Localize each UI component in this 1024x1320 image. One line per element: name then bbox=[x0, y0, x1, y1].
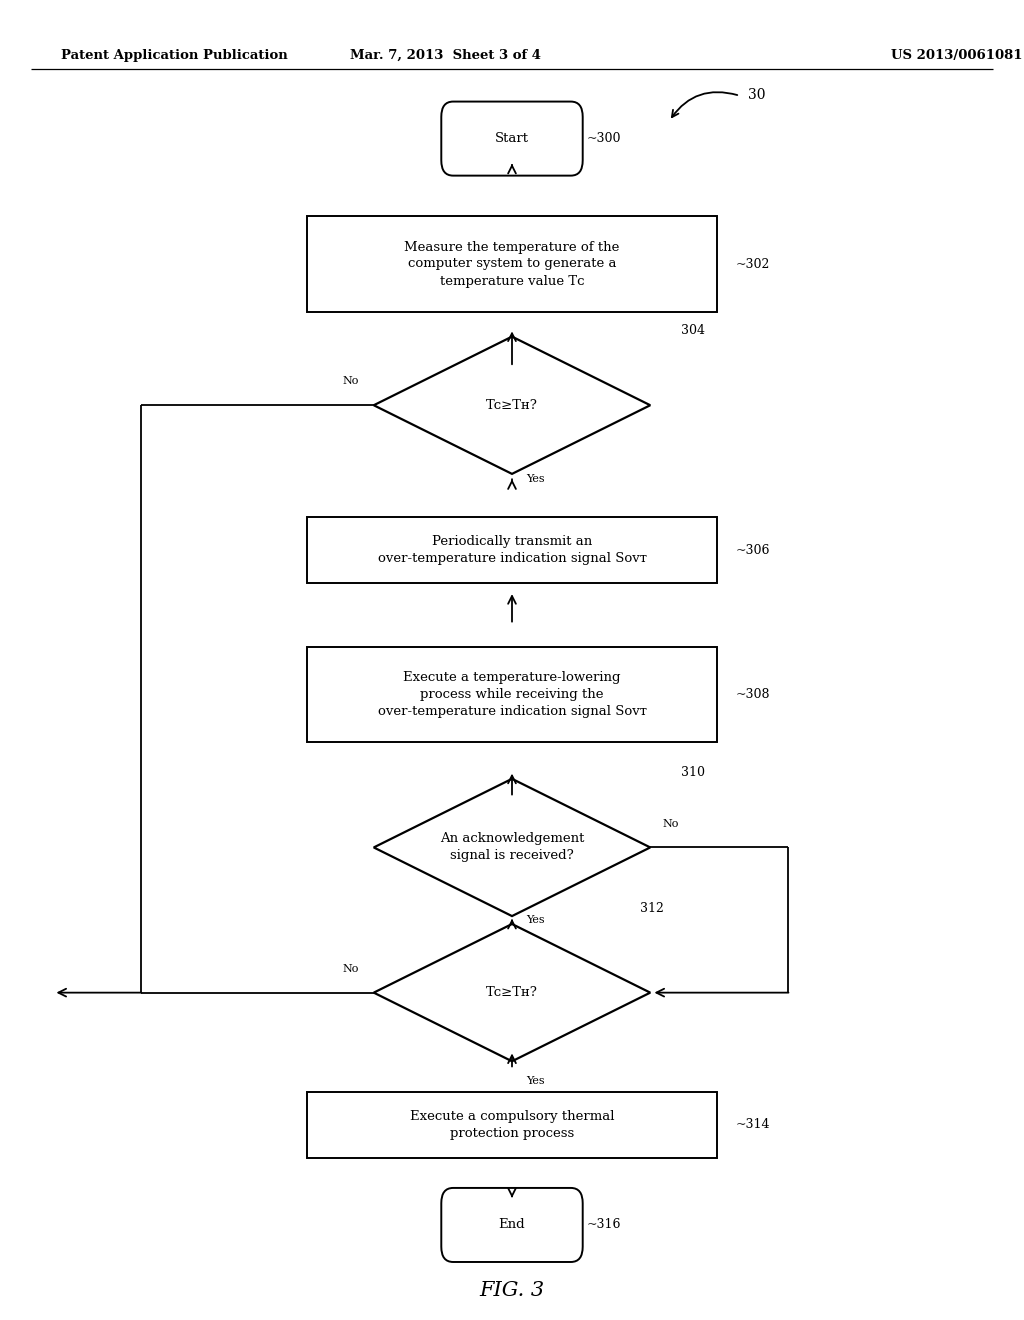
Bar bbox=[307, 1092, 717, 1158]
Text: End: End bbox=[499, 1218, 525, 1232]
Text: An acknowledgement
signal is received?: An acknowledgement signal is received? bbox=[440, 833, 584, 862]
Text: ~300: ~300 bbox=[586, 132, 621, 145]
Text: Measure the temperature of the
computer system to generate a
temperature value T: Measure the temperature of the computer … bbox=[404, 240, 620, 288]
Polygon shape bbox=[374, 779, 650, 916]
FancyBboxPatch shape bbox=[441, 1188, 583, 1262]
Text: Patent Application Publication: Patent Application Publication bbox=[61, 49, 288, 62]
Text: ~308: ~308 bbox=[735, 688, 770, 701]
Text: ~306: ~306 bbox=[735, 544, 770, 557]
Bar bbox=[307, 517, 717, 583]
Polygon shape bbox=[374, 924, 650, 1061]
Text: Yes: Yes bbox=[526, 474, 545, 484]
Text: No: No bbox=[342, 964, 358, 974]
Text: 312: 312 bbox=[640, 902, 664, 915]
Bar bbox=[307, 216, 717, 312]
Text: 30: 30 bbox=[748, 88, 765, 102]
Text: 304: 304 bbox=[681, 323, 705, 337]
Text: No: No bbox=[342, 376, 358, 387]
Text: ~302: ~302 bbox=[735, 257, 770, 271]
Text: Execute a temperature-lowering
process while receiving the
over-temperature indi: Execute a temperature-lowering process w… bbox=[378, 671, 646, 718]
Text: ~316: ~316 bbox=[586, 1218, 621, 1232]
Text: Execute a compulsory thermal
protection process: Execute a compulsory thermal protection … bbox=[410, 1110, 614, 1139]
Text: Periodically transmit an
over-temperature indication signal Sᴏᴠᴛ: Periodically transmit an over-temperatur… bbox=[378, 536, 646, 565]
Text: No: No bbox=[663, 818, 679, 829]
Text: Tᴄ≥Tʜ?: Tᴄ≥Tʜ? bbox=[486, 986, 538, 999]
Text: Yes: Yes bbox=[526, 1076, 545, 1086]
Bar bbox=[307, 647, 717, 742]
Text: 310: 310 bbox=[681, 766, 705, 779]
Text: US 2013/0061081 A1: US 2013/0061081 A1 bbox=[891, 49, 1024, 62]
Polygon shape bbox=[374, 337, 650, 474]
Text: ~314: ~314 bbox=[735, 1118, 770, 1131]
Text: Yes: Yes bbox=[526, 915, 545, 925]
Text: Tᴄ≥Tʜ?: Tᴄ≥Tʜ? bbox=[486, 399, 538, 412]
FancyBboxPatch shape bbox=[441, 102, 583, 176]
Text: Mar. 7, 2013  Sheet 3 of 4: Mar. 7, 2013 Sheet 3 of 4 bbox=[350, 49, 541, 62]
Text: Start: Start bbox=[495, 132, 529, 145]
Text: FIG. 3: FIG. 3 bbox=[479, 1282, 545, 1300]
